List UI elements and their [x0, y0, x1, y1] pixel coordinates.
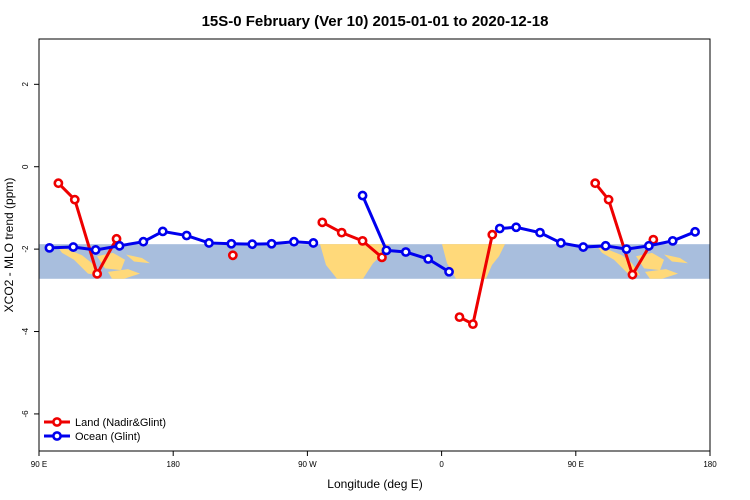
data-point	[317, 217, 328, 228]
plot-frame	[38, 38, 711, 452]
data-point	[138, 236, 149, 247]
data-point	[667, 235, 678, 246]
data-point	[643, 240, 654, 251]
series-line	[499, 225, 696, 251]
new-guinea-shape	[126, 254, 150, 264]
data-point	[494, 223, 505, 234]
data-point	[114, 240, 125, 251]
data-point	[648, 234, 659, 245]
new-guinea-shape	[664, 254, 688, 264]
data-point	[603, 194, 614, 205]
data-point	[444, 266, 454, 277]
data-point	[308, 238, 319, 248]
x-tick-label: 90 E	[31, 460, 47, 469]
data-point	[357, 190, 368, 201]
legend: Land (Nadir&Glint) Ocean (Glint)	[44, 417, 166, 443]
y-axis-label: XCO2 - MLO trend (ppm)	[2, 178, 16, 313]
x-tick-label: 180	[167, 460, 181, 469]
series-line	[57, 182, 118, 278]
axes-layer: 90 E 180 90 W 0 90 E 180 2 0 -2 -4 -6	[21, 82, 717, 469]
australia-shape	[645, 269, 678, 279]
data-point	[336, 227, 347, 238]
indonesia-shape	[57, 245, 100, 276]
australia-shape	[108, 269, 140, 279]
africa-shape	[320, 244, 389, 279]
data-point	[627, 269, 638, 280]
legend-label: Land (Nadir&Glint)	[75, 417, 166, 429]
x-tick-label: 0	[439, 460, 444, 469]
x-tick-label: 90 E	[568, 460, 584, 469]
data-point	[487, 229, 498, 240]
data-point	[454, 312, 465, 322]
legend-label: Ocean (Glint)	[75, 431, 140, 443]
series-layer	[44, 178, 700, 330]
data-point	[423, 254, 434, 264]
data-point	[227, 250, 238, 261]
legend-marker	[52, 417, 62, 427]
data-point	[555, 238, 566, 248]
data-point	[590, 178, 601, 189]
data-point	[247, 239, 258, 250]
data-point	[53, 178, 64, 189]
series-ocean	[44, 190, 700, 277]
y-tick-label: -2	[21, 245, 30, 253]
series-land	[53, 178, 659, 330]
x-tick-label: 180	[703, 460, 717, 469]
data-point	[400, 247, 411, 257]
series-line	[321, 221, 383, 259]
data-point	[68, 242, 79, 252]
data-point	[181, 230, 192, 241]
data-point	[511, 222, 522, 233]
y-tick-label: -4	[21, 327, 30, 335]
data-point	[357, 235, 368, 246]
data-point	[204, 238, 214, 248]
y-tick-label: -6	[21, 410, 30, 418]
data-point	[377, 252, 387, 263]
data-point	[44, 242, 55, 253]
data-point	[69, 194, 80, 205]
data-point	[578, 242, 589, 252]
y-tick-label: 0	[21, 164, 30, 169]
data-point	[92, 268, 103, 279]
legend-marker	[52, 431, 62, 441]
data-point	[226, 238, 237, 249]
x-axis-label: Longitude (deg E)	[327, 477, 422, 491]
data-point	[600, 240, 611, 251]
data-point	[468, 319, 478, 330]
series-line	[594, 182, 655, 279]
chart-title: 15S-0 February (Ver 10) 2015-01-01 to 20…	[202, 13, 549, 30]
data-point	[157, 226, 168, 237]
data-point	[381, 245, 392, 256]
y-tick-label: 2	[21, 82, 30, 87]
data-point	[690, 226, 700, 237]
data-point	[621, 244, 632, 255]
x-tick-label: 90 W	[298, 460, 317, 469]
data-point	[266, 238, 277, 249]
island-shape	[97, 252, 125, 271]
data-point	[90, 245, 101, 255]
data-point	[535, 227, 545, 238]
data-point	[289, 236, 299, 247]
